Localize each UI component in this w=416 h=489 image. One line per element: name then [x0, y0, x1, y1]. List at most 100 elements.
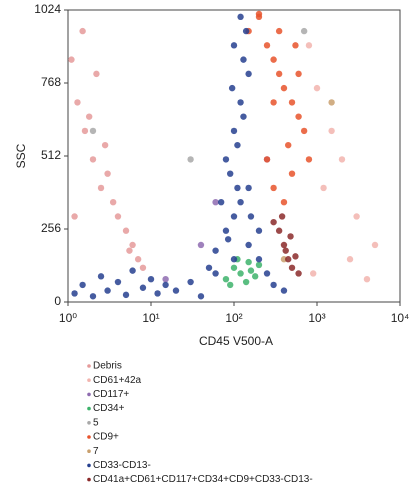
point: [71, 213, 78, 220]
x-tick-label: 10⁰: [59, 311, 77, 325]
point: [263, 270, 271, 277]
point: [300, 127, 308, 135]
point: [230, 264, 238, 271]
y-tick-label: 0: [54, 294, 61, 308]
point: [197, 241, 205, 249]
legend-label: 5: [93, 417, 99, 428]
point: [222, 227, 230, 234]
point: [122, 227, 130, 234]
legend-marker: [87, 378, 91, 383]
point: [251, 273, 259, 280]
point: [93, 70, 100, 78]
point: [222, 275, 230, 283]
point: [353, 213, 360, 220]
legend-marker: [87, 421, 91, 425]
point: [217, 198, 225, 206]
point: [255, 227, 263, 234]
point: [197, 293, 205, 300]
point: [122, 291, 130, 299]
point: [242, 27, 250, 35]
point: [247, 267, 255, 274]
point: [288, 170, 296, 177]
point: [81, 127, 89, 135]
point: [79, 281, 86, 289]
point: [245, 184, 252, 192]
point: [288, 99, 296, 106]
point: [212, 247, 219, 254]
y-tick-label: 768: [41, 75, 61, 89]
point: [275, 70, 283, 78]
point: [89, 127, 97, 135]
point: [287, 233, 294, 240]
point: [71, 290, 78, 297]
point: [245, 70, 252, 78]
point: [139, 284, 147, 291]
y-tick-label: 512: [41, 148, 61, 162]
point: [230, 42, 238, 49]
x-tick-label: 10¹: [142, 311, 159, 325]
point: [162, 275, 169, 283]
point: [222, 156, 230, 163]
point: [74, 99, 81, 106]
point: [245, 241, 252, 249]
point: [101, 141, 109, 149]
legend-label: CD41a+CD61+CD117+CD34+CD9+CD33-CD13-: [93, 474, 313, 484]
point: [162, 281, 169, 289]
point: [154, 290, 161, 297]
point: [280, 287, 288, 294]
legend-marker: [87, 449, 91, 454]
point: [147, 275, 155, 283]
point: [285, 256, 292, 263]
point: [270, 184, 277, 192]
legend-marker: [87, 477, 91, 482]
point: [212, 270, 219, 277]
point: [280, 84, 288, 92]
point: [227, 281, 234, 289]
point: [129, 241, 136, 249]
legend-marker: [87, 463, 91, 468]
point: [240, 113, 247, 120]
point: [237, 99, 244, 106]
point: [114, 278, 122, 286]
point: [139, 264, 147, 271]
x-tick-label: 10⁴: [391, 311, 410, 325]
y-axis-label: SSC: [14, 143, 28, 168]
point: [134, 256, 142, 263]
point: [338, 156, 346, 163]
point: [255, 261, 263, 269]
point: [230, 256, 238, 263]
legend-label: CD34+: [93, 403, 125, 414]
point: [305, 156, 313, 163]
point: [114, 213, 122, 220]
point: [275, 27, 283, 35]
point: [247, 213, 255, 220]
point: [292, 253, 299, 260]
point: [224, 236, 232, 243]
point: [237, 270, 244, 277]
x-axis-label: CD45 V500-A: [199, 334, 273, 348]
point: [285, 141, 292, 149]
point: [187, 278, 194, 286]
point: [227, 170, 234, 177]
point: [109, 198, 117, 206]
point: [270, 218, 277, 226]
point: [234, 184, 241, 192]
point: [172, 287, 180, 294]
x-tick-label: 10³: [308, 311, 325, 325]
point: [270, 281, 277, 289]
point: [97, 273, 105, 280]
point: [278, 213, 286, 220]
point: [328, 99, 335, 106]
legend-label: CD61+42a: [93, 375, 142, 386]
point: [245, 258, 252, 266]
legend-marker: [87, 435, 91, 439]
point: [212, 198, 219, 206]
point: [280, 198, 288, 206]
point: [85, 113, 93, 120]
point: [205, 264, 213, 271]
point: [270, 56, 277, 63]
point: [79, 27, 86, 35]
point: [346, 256, 354, 263]
point: [242, 278, 250, 286]
